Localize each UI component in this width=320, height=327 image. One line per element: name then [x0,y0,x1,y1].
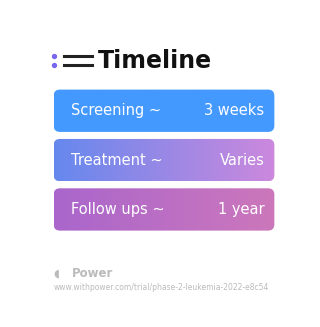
FancyBboxPatch shape [53,188,275,231]
Text: Treatment ~: Treatment ~ [71,153,163,168]
Text: Screening ~: Screening ~ [71,103,161,118]
Text: Timeline: Timeline [98,49,212,73]
FancyBboxPatch shape [53,139,275,181]
Text: Follow ups ~: Follow ups ~ [71,202,164,217]
Text: www.withpower.com/trial/phase-2-leukemia-2022-e8c54: www.withpower.com/trial/phase-2-leukemia… [54,283,269,292]
Text: ◖: ◖ [54,268,60,278]
FancyBboxPatch shape [53,89,275,132]
Text: Power: Power [72,267,114,280]
Text: 3 weeks: 3 weeks [204,103,264,118]
Text: 1 year: 1 year [218,202,264,217]
Text: Varies: Varies [220,153,264,168]
